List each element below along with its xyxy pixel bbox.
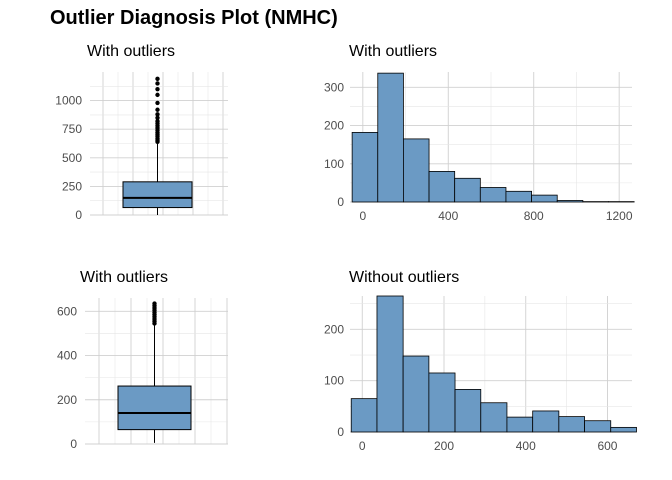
- y-tick-label: 200: [324, 322, 344, 336]
- boxplot-with-outliers-bottom: With outliers 0 200 400 600: [57, 269, 228, 451]
- x-tick-label: 800: [524, 209, 544, 223]
- histogram-bar: [556, 200, 584, 203]
- x-tick-label: 0: [359, 439, 366, 453]
- histogram-bar: [558, 416, 585, 433]
- y-tick-label: 0: [75, 208, 82, 222]
- histogram-bar: [428, 171, 456, 203]
- x-tick-label: 1200: [606, 209, 633, 223]
- panel-title: With outliers: [349, 43, 437, 60]
- boxplot-with-outliers-top: With outliers 0 250 500 750 1000: [55, 43, 228, 222]
- y-tick-label: 600: [57, 304, 77, 318]
- histogram-bar: [376, 295, 404, 433]
- histogram-bar: [351, 132, 379, 203]
- histogram-bar: [479, 187, 507, 203]
- outlier-point: [155, 100, 160, 106]
- histogram-without-outliers: Without outliers 0 100 200 0 200 400 600: [324, 269, 637, 453]
- histogram-bar: [506, 416, 534, 433]
- x-tick-label: 0: [359, 209, 366, 223]
- histogram-bar: [505, 190, 532, 203]
- histogram-bar: [531, 194, 558, 203]
- x-tick-label: 400: [438, 209, 458, 223]
- histogram-bar: [454, 389, 482, 433]
- histogram-bar: [402, 355, 430, 433]
- histogram-bar: [403, 138, 430, 203]
- histogram-bar: [428, 372, 456, 433]
- panel-title: Without outliers: [349, 269, 459, 286]
- outlier-point: [155, 86, 160, 92]
- histogram-bar: [610, 426, 637, 433]
- y-tick-label: 100: [324, 157, 344, 171]
- box-iqr: [122, 181, 193, 209]
- outlier-point: [155, 92, 160, 98]
- y-tick-label: 200: [324, 119, 344, 133]
- histogram-with-outliers: With outliers 0 100 200 300 0 400 800 1200: [324, 43, 635, 223]
- y-tick-label: 250: [62, 179, 82, 193]
- histogram-bar: [350, 398, 378, 433]
- y-tick-label: 100: [324, 374, 344, 388]
- y-tick-label: 400: [57, 349, 77, 363]
- y-tick-label: 300: [324, 80, 344, 94]
- outlier-point: [155, 115, 160, 120]
- histogram-bar: [377, 72, 404, 203]
- outlier-point: [155, 107, 160, 112]
- panel-title: With outliers: [87, 43, 175, 60]
- outlier-point: [152, 301, 157, 306]
- outlier-point: [155, 112, 160, 117]
- main-title: Outlier Diagnosis Plot (NMHC): [50, 7, 338, 29]
- y-tick-label: 200: [57, 393, 77, 407]
- histogram-bar: [454, 177, 481, 203]
- box-iqr: [117, 385, 192, 431]
- x-tick-label: 600: [597, 439, 617, 453]
- panel-title: With outliers: [80, 269, 168, 286]
- y-tick-label: 0: [337, 425, 344, 439]
- histogram-bar: [532, 410, 560, 433]
- histogram-bar: [584, 420, 612, 433]
- y-tick-label: 500: [62, 151, 82, 165]
- outlier-point: [155, 81, 160, 86]
- y-tick-label: 0: [70, 437, 77, 451]
- histogram-bar: [480, 402, 508, 433]
- y-tick-label: 1000: [55, 94, 82, 108]
- x-tick-label: 200: [434, 439, 454, 453]
- outlier-point: [155, 76, 160, 82]
- x-tick-label: 400: [516, 439, 536, 453]
- y-tick-label: 750: [62, 122, 82, 136]
- outlier-point: [155, 118, 160, 124]
- y-tick-label: 0: [337, 195, 344, 209]
